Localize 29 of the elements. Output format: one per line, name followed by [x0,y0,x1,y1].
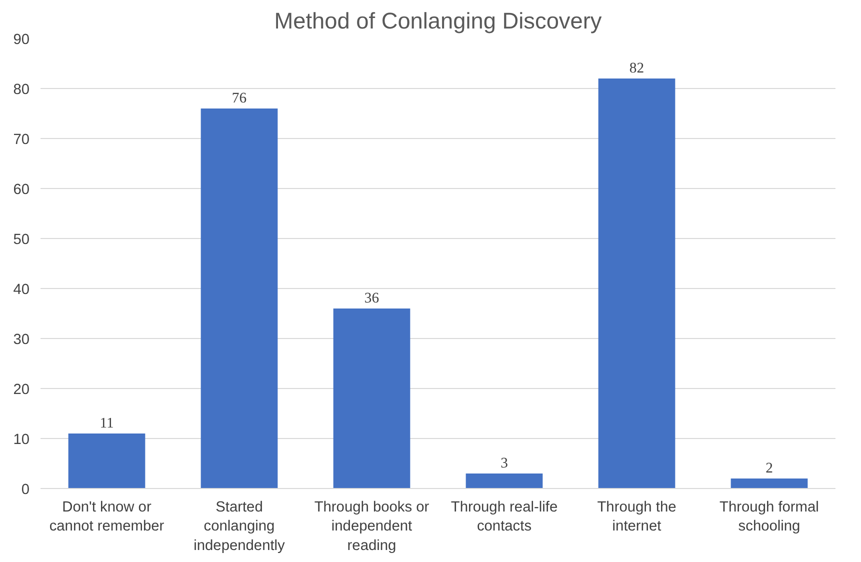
bar [466,474,543,488]
y-tick-label: 70 [13,132,30,148]
y-tick-label: 30 [13,332,30,348]
y-tick-label: 50 [13,232,30,248]
y-tick-label: 40 [13,282,30,298]
x-tick-label: Through real-life contacts [450,500,558,535]
data-label: 82 [629,60,644,76]
x-tick-label: Through books or independent reading [314,500,430,554]
bar [68,434,146,488]
bar [598,78,676,488]
chart-title: Method of Conlanging Discovery [274,8,602,34]
y-tick-label: 10 [13,432,30,448]
bar [333,308,410,488]
data-label: 36 [364,290,380,306]
x-tick-label: Started conlanging independently [194,500,286,554]
x-tick-label: Through formal schooling [720,500,819,535]
y-tick-label: 0 [21,482,30,498]
y-tick-label: 60 [13,182,30,198]
y-tick-label: 20 [13,382,30,398]
x-tick-label: Through the internet [597,500,676,535]
bar [200,108,278,488]
x-tick-label: Don't know or cannot remember [49,500,164,535]
data-label: 11 [100,416,114,432]
y-tick-label: 90 [13,32,30,48]
data-label: 2 [766,460,773,476]
bar [730,478,808,488]
y-tick-label: 80 [13,82,30,98]
data-label: 76 [232,90,247,106]
data-label: 3 [500,456,508,472]
